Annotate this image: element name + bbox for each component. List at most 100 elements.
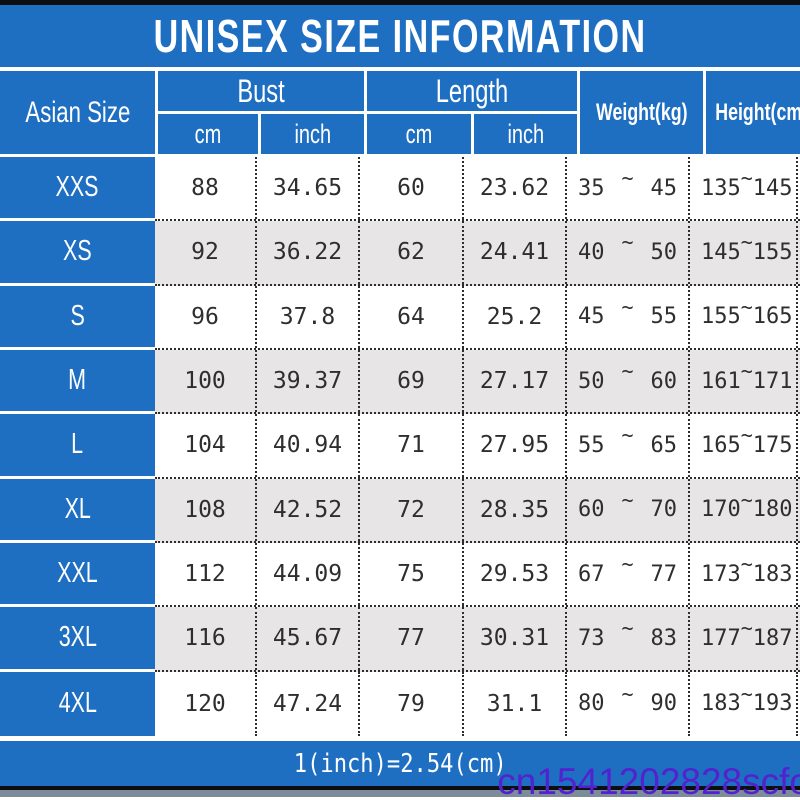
length-cm-cell: 72 — [358, 478, 462, 541]
row-data-cells: 108 42.52 72 28.35 60 ~ 70 170 ~ 180 — [155, 478, 800, 543]
height-high: 175 — [752, 432, 793, 458]
header-weight: Weight(kg) — [580, 71, 703, 154]
weight-range-cell: 45 ~ 55 — [565, 285, 688, 348]
bust-cm-cell: 96 — [191, 303, 219, 330]
height-high: 165 — [752, 304, 793, 330]
height-high: 180 — [752, 497, 793, 523]
bust-cm-cell: 88 — [191, 175, 219, 202]
size-label-cell: L — [0, 414, 155, 479]
weight-range-cell: 73 ~ 83 — [565, 607, 688, 670]
weight-range-cell: 67 ~ 77 — [565, 542, 688, 606]
height-low: 161 — [701, 368, 741, 394]
bust-cm-cell: 104 — [184, 432, 226, 459]
length-inch-cell: 27.95 — [462, 414, 565, 477]
conversion-note: 1(inch)=2.54(cm) — [293, 748, 507, 779]
top-border-bar — [0, 0, 800, 5]
length-cm-cell: 77 — [358, 607, 462, 670]
bust-cm-cell: 92 — [191, 239, 219, 266]
header-bust-inch: inch — [261, 114, 364, 154]
header-length-inch: inch — [474, 114, 577, 154]
weight-low: 50 — [578, 368, 605, 394]
height-high: 183 — [752, 561, 793, 587]
size-label-cell: S — [0, 285, 155, 350]
weight-high: 77 — [650, 561, 677, 587]
table-row: 3XL 116 45.67 77 30.31 73 ~ 83 177 ~ 187 — [0, 607, 800, 672]
length-cm-cell: 79 — [358, 671, 462, 736]
tilde-glyph: ~ — [621, 423, 634, 448]
tilde-glyph: ~ — [740, 423, 753, 448]
weight-high: 65 — [650, 432, 677, 458]
tilde-glyph: ~ — [621, 681, 634, 706]
weight-low: 45 — [578, 304, 605, 330]
weight-high: 55 — [650, 304, 677, 330]
height-low: 165 — [701, 432, 741, 458]
length-cm-cell: 69 — [358, 349, 462, 413]
table-body: XXS 88 34.65 60 23.62 35 ~ 45 135 ~ 145 … — [0, 157, 800, 736]
length-inch-cell: 24.41 — [462, 221, 565, 284]
length-cm-cell: 62 — [358, 221, 462, 284]
height-range-cell: 145 ~ 155 — [688, 221, 798, 284]
bust-inch-cell: 39.37 — [255, 349, 358, 413]
bust-inch-cell: 47.24 — [255, 671, 358, 736]
weight-high: 60 — [650, 368, 677, 394]
weight-range-cell: 40 ~ 50 — [565, 221, 688, 284]
size-label-cell: XXL — [0, 542, 155, 608]
weight-high: 90 — [650, 691, 677, 717]
weight-low: 80 — [578, 691, 605, 717]
weight-high: 70 — [650, 497, 677, 523]
height-high: 171 — [752, 368, 793, 394]
seller-watermark: cn1541202828scfo — [497, 761, 800, 800]
row-data-cells: 92 36.22 62 24.41 40 ~ 50 145 ~ 155 — [155, 221, 800, 286]
row-data-cells: 96 37.8 64 25.2 45 ~ 55 155 ~ 165 — [155, 285, 800, 350]
height-range-cell: 161 ~ 171 — [688, 349, 798, 413]
tilde-glyph: ~ — [740, 294, 753, 319]
bust-cm-cell: 100 — [184, 368, 226, 395]
row-data-cells: 100 39.37 69 27.17 50 ~ 60 161 ~ 171 — [155, 349, 800, 415]
height-high: 187 — [752, 625, 793, 651]
height-range-cell: 135 ~ 145 — [688, 157, 798, 220]
tilde-glyph: ~ — [740, 552, 753, 577]
footer-band: 1(inch)=2.54(cm) — [0, 741, 800, 786]
weight-range-cell: 55 ~ 65 — [565, 414, 688, 477]
tilde-glyph: ~ — [621, 359, 634, 384]
height-range-cell: 177 ~ 187 — [688, 607, 798, 670]
footer-gap — [0, 736, 800, 741]
length-inch-cell: 31.1 — [462, 671, 565, 736]
tilde-glyph: ~ — [621, 230, 634, 255]
weight-high: 83 — [650, 625, 677, 651]
length-cm-cell: 64 — [358, 285, 462, 348]
weight-range-cell: 35 ~ 45 — [565, 157, 688, 220]
weight-low: 60 — [578, 497, 605, 523]
bust-inch-cell: 40.94 — [255, 414, 358, 477]
size-label-cell: 4XL — [0, 671, 155, 736]
height-low: 155 — [701, 304, 741, 330]
height-high: 193 — [752, 691, 793, 717]
tilde-glyph: ~ — [740, 359, 753, 384]
header-length-cm: cm — [367, 114, 471, 154]
weight-range-cell: 80 ~ 90 — [565, 671, 688, 736]
header-asian-size: Asian Size — [0, 71, 155, 154]
tilde-glyph: ~ — [621, 552, 634, 577]
tilde-glyph: ~ — [740, 230, 753, 255]
size-label-cell: M — [0, 349, 155, 415]
height-high: 145 — [752, 175, 793, 201]
header-bust: Bust — [158, 71, 364, 111]
bust-cm-cell: 112 — [184, 561, 226, 588]
table-row: M 100 39.37 69 27.17 50 ~ 60 161 ~ 171 — [0, 349, 800, 415]
bust-inch-cell: 36.22 — [255, 221, 358, 284]
row-data-cells: 112 44.09 75 29.53 67 ~ 77 173 ~ 183 — [155, 542, 800, 608]
length-inch-cell: 27.17 — [462, 349, 565, 413]
bust-inch-cell: 45.67 — [255, 607, 358, 670]
height-range-cell: 173 ~ 183 — [688, 542, 798, 606]
height-range-cell: 170 ~ 180 — [688, 478, 798, 541]
length-inch-cell: 25.2 — [462, 285, 565, 348]
size-label-cell: XS — [0, 221, 155, 286]
height-low: 145 — [701, 239, 741, 265]
height-range-cell: 155 ~ 165 — [688, 285, 798, 348]
length-inch-cell: 28.35 — [462, 478, 565, 541]
weight-low: 67 — [578, 561, 605, 587]
weight-high: 45 — [650, 175, 677, 201]
weight-low: 40 — [578, 239, 605, 265]
weight-low: 35 — [578, 175, 605, 201]
tilde-glyph: ~ — [621, 294, 634, 319]
